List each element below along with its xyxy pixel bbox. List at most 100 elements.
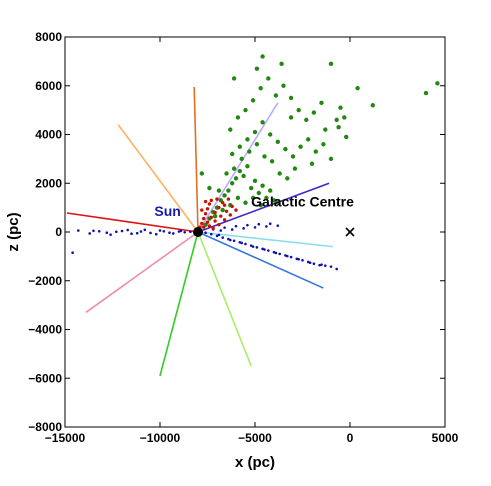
data-point (342, 115, 347, 120)
data-point (71, 251, 74, 255)
data-point (135, 231, 139, 235)
annotations: Sun Galactic Centre (154, 193, 354, 219)
data-point (308, 261, 312, 265)
data-point (213, 219, 217, 223)
data-point (301, 258, 304, 262)
data-point (313, 149, 318, 154)
data-point (288, 115, 294, 120)
y-tick-label: −2000 (28, 274, 62, 288)
data-point (97, 229, 101, 233)
data-point (243, 200, 248, 205)
data-point (321, 142, 326, 147)
data-point (149, 231, 152, 235)
data-point (183, 230, 186, 234)
data-point (209, 215, 213, 220)
data-point (240, 241, 243, 245)
data-point (210, 232, 213, 236)
data-point (224, 209, 229, 213)
line-of-sight-0 (193, 86, 199, 233)
line-of-sight-2 (66, 212, 199, 233)
data-point (277, 171, 282, 176)
data-point (250, 98, 256, 103)
data-point (285, 176, 290, 181)
data-point (217, 233, 221, 237)
data-point (289, 255, 293, 259)
data-point (219, 229, 223, 232)
data-point (311, 110, 317, 115)
data-point (179, 229, 183, 233)
data-point (120, 229, 124, 233)
line-of-sight-9 (197, 102, 279, 233)
data-point (241, 173, 246, 179)
data-point (237, 144, 242, 149)
data-point (324, 264, 327, 267)
data-point (200, 208, 204, 212)
data-point (213, 210, 217, 215)
data-point (328, 61, 334, 67)
data-point (115, 230, 118, 234)
data-point (154, 232, 158, 236)
data-point (355, 85, 360, 91)
data-point (244, 242, 247, 246)
data-point (205, 220, 210, 224)
data-point (290, 154, 296, 159)
data-point (189, 230, 192, 234)
data-point (312, 262, 316, 265)
data-point (279, 61, 284, 67)
data-point (254, 142, 260, 147)
data-point (217, 205, 221, 210)
data-point (239, 156, 244, 162)
data-point (268, 132, 273, 137)
line-of-sight-6 (197, 231, 324, 289)
data-point (255, 246, 259, 249)
data-point (296, 107, 301, 113)
data-point (245, 163, 250, 169)
data-point (256, 190, 261, 196)
data-point (130, 232, 133, 236)
data-point (199, 171, 204, 176)
data-point (252, 129, 258, 135)
data-point (204, 231, 207, 235)
data-point (234, 208, 238, 212)
data-point (269, 159, 275, 164)
line-of-sight-5 (197, 231, 252, 367)
data-point (329, 265, 333, 268)
y-tick-label: 6000 (35, 79, 62, 93)
data-point (260, 120, 265, 125)
data-point (217, 222, 221, 227)
data-point (423, 90, 429, 96)
data-point (230, 181, 235, 186)
data-point (245, 137, 250, 142)
y-axis-title: z (pc) (5, 212, 22, 251)
y-tick-label: 2000 (35, 176, 62, 190)
data-point (338, 105, 343, 110)
data-point (266, 76, 271, 81)
data-point (281, 83, 286, 88)
data-point (335, 267, 339, 271)
data-point (260, 54, 265, 59)
data-point (274, 251, 278, 255)
data-point (172, 232, 175, 235)
data-point (143, 228, 147, 232)
data-point (139, 230, 143, 233)
data-point (319, 100, 324, 106)
data-point (275, 139, 280, 145)
data-point (275, 200, 280, 205)
data-point (230, 151, 235, 157)
line-of-sight-7 (197, 231, 333, 248)
data-point (264, 195, 269, 201)
data-point (220, 207, 225, 213)
data-point (320, 263, 323, 266)
data-point (304, 117, 309, 123)
data-point (219, 214, 223, 218)
data-point (226, 197, 231, 201)
x-tick-label: −10000 (140, 431, 181, 445)
data-point (306, 137, 311, 142)
series-2 (198, 197, 238, 231)
data-point (203, 199, 208, 204)
plot-background (65, 37, 445, 427)
y-tick-label: 4000 (35, 128, 62, 142)
y-tick-label: −4000 (28, 323, 62, 337)
